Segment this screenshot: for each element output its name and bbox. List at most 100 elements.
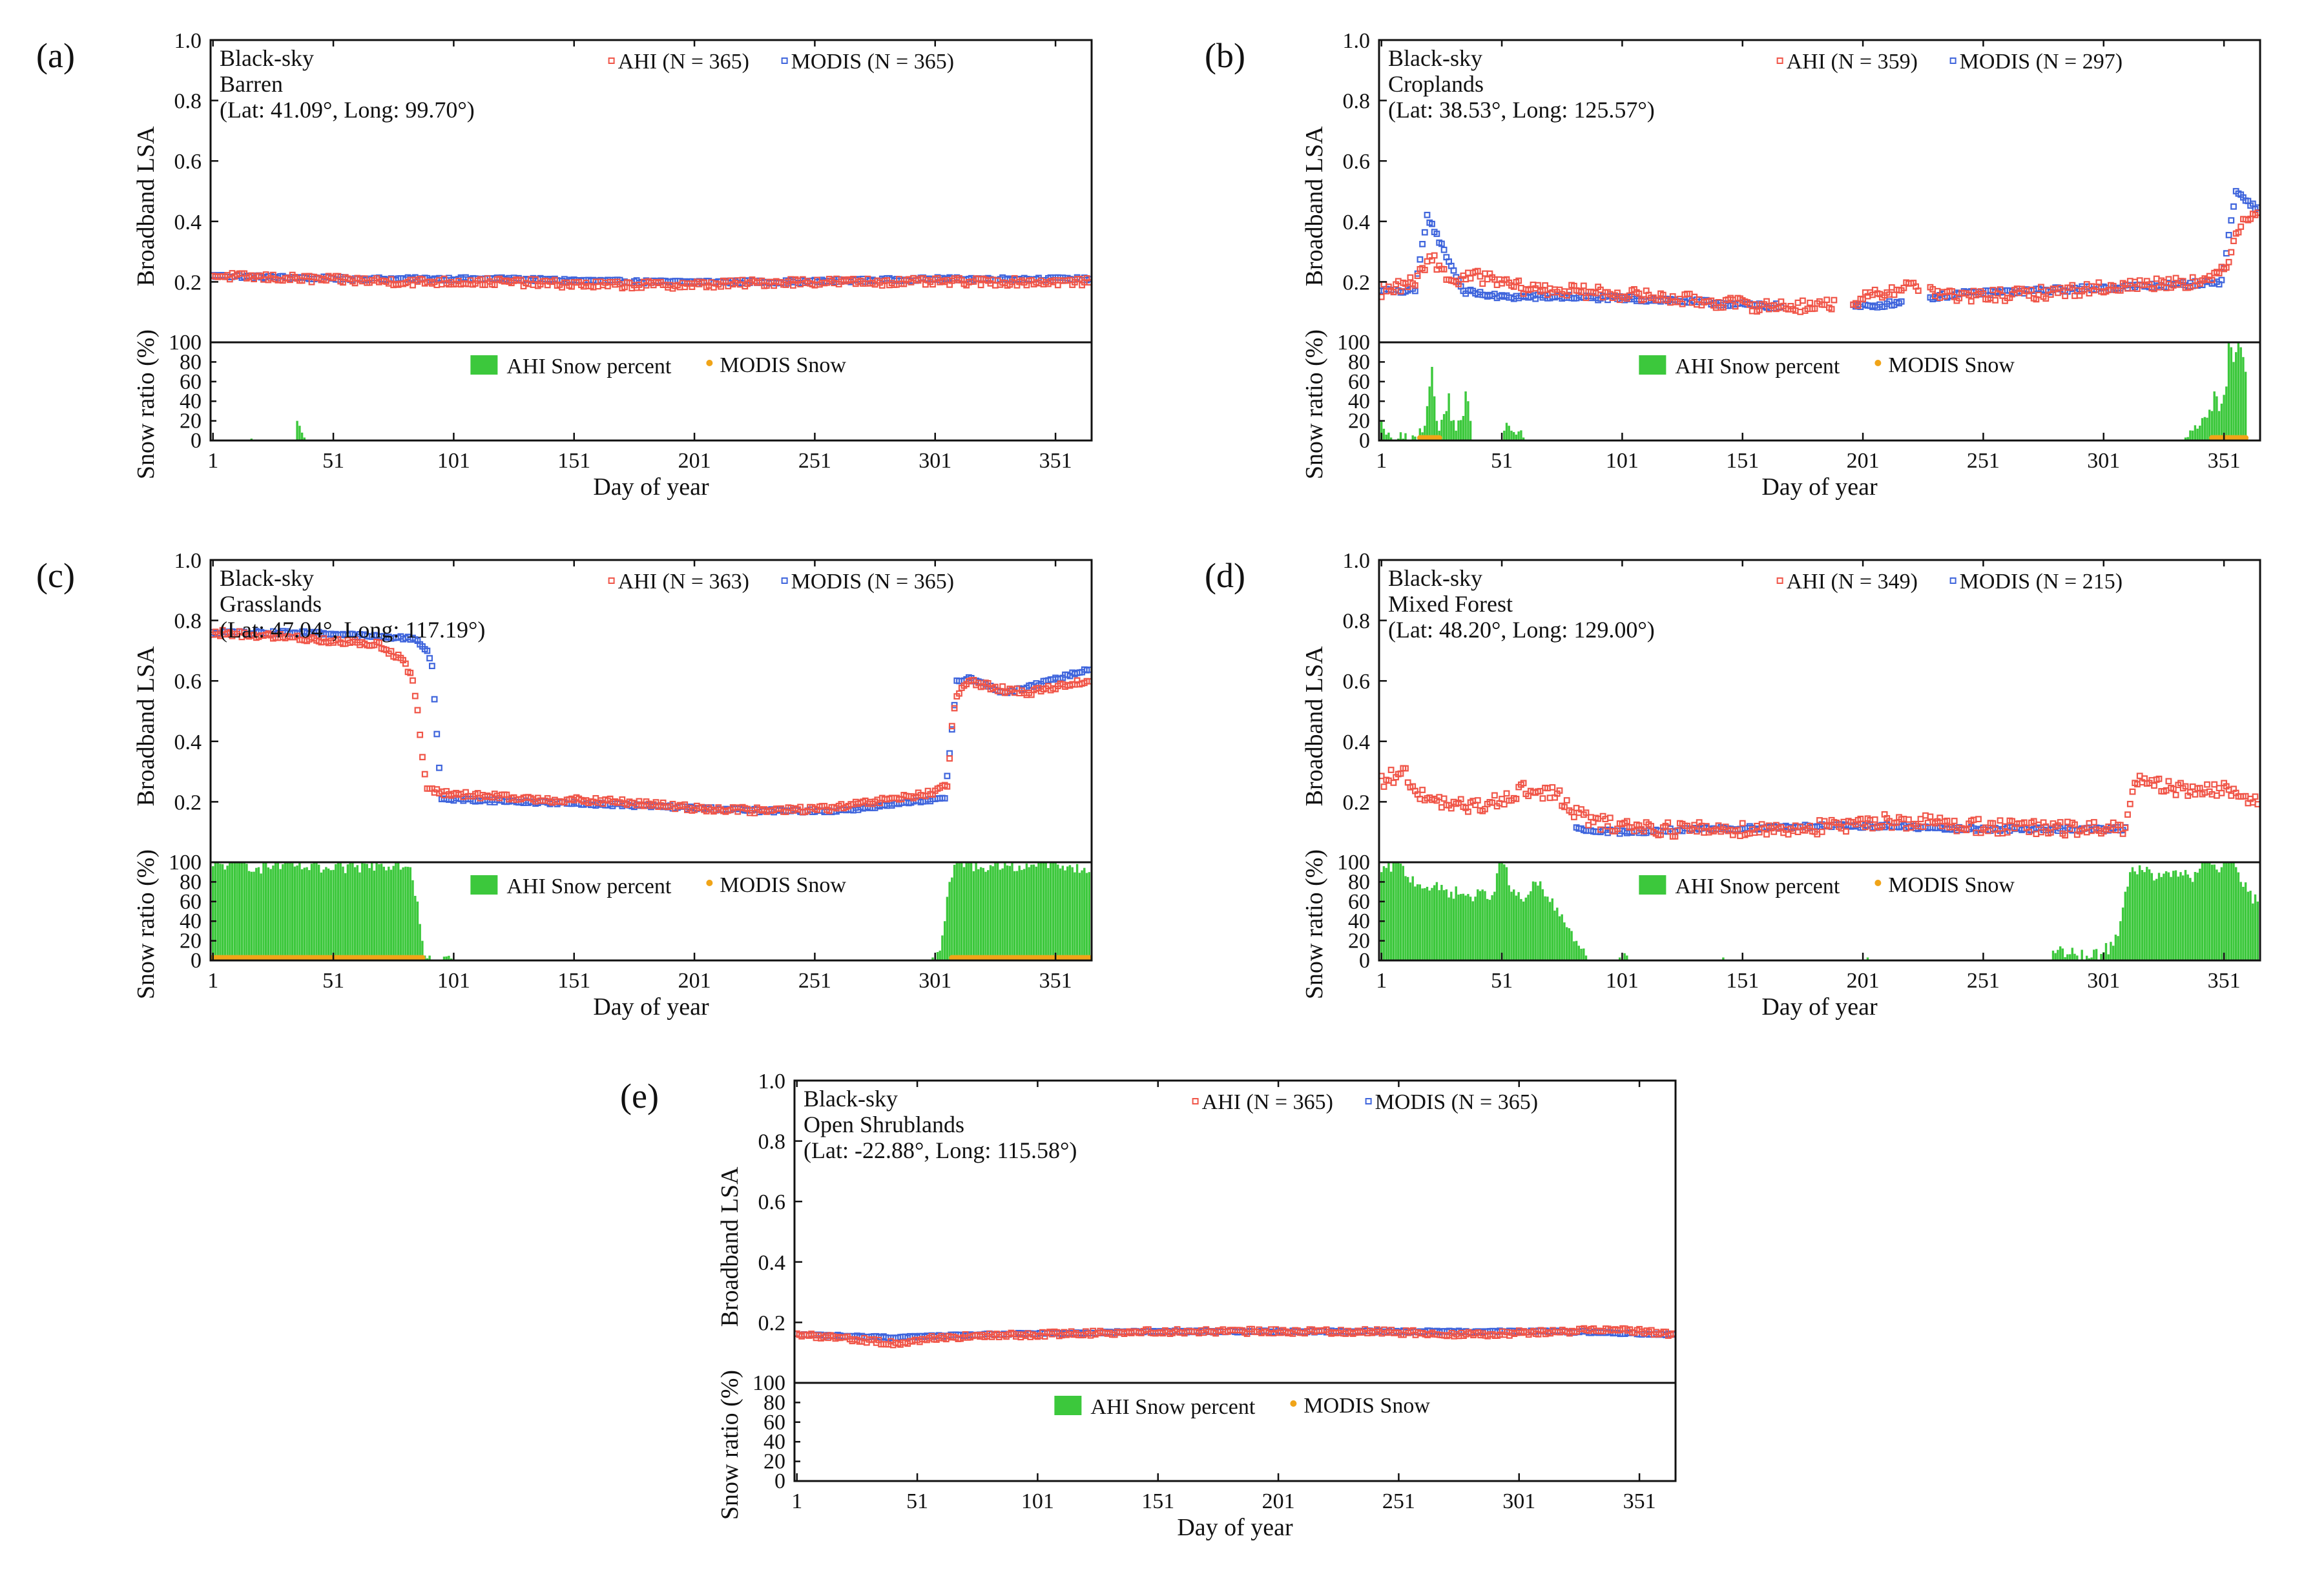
modis-lsa-point [1424, 211, 1431, 218]
x-tick-label: 201 [1262, 1489, 1295, 1513]
snow-bar [322, 869, 325, 960]
snow-bar [2150, 873, 2153, 960]
ahi-lsa-point [2172, 791, 2179, 798]
snow-bar [2208, 409, 2211, 440]
ahi-lsa-point [1414, 273, 1421, 279]
snow-bar [2189, 430, 2192, 440]
snow-bar [388, 866, 390, 960]
legend-ahi-marker [608, 57, 615, 64]
sky-type: Black-sky [220, 45, 314, 71]
snow-bar [2210, 411, 2214, 440]
ahi-lsa-point [2126, 800, 2133, 807]
snow-bar [293, 866, 296, 960]
legend-ahi-label: AHI (N = 365) [618, 50, 749, 74]
x-tick-label: 351 [1039, 969, 1072, 993]
snow-bar [1452, 898, 1455, 960]
lsa-tick-label: 1.0 [1343, 29, 1371, 53]
location: (Lat: 41.09°, Long: 99.70°) [220, 97, 475, 123]
snow-bar [2199, 868, 2201, 960]
snow-bar [2174, 870, 2177, 960]
snow-bar [948, 882, 951, 960]
snow-bar [1573, 941, 1575, 960]
snow-bar [2121, 907, 2124, 960]
snow-bar [1083, 867, 1086, 960]
snow-bar [1416, 884, 1419, 960]
snow-bar [411, 880, 414, 960]
snow-bar [1042, 862, 1045, 960]
snow-bar [315, 862, 318, 960]
snow-bar [2206, 862, 2208, 960]
snow-bar [1049, 862, 1052, 960]
ahi-lsa-point [739, 276, 746, 284]
snow-bar [2223, 395, 2225, 440]
snow-bar [2143, 872, 2146, 960]
legend-modis-snow-label: MODIS Snow [1303, 1394, 1430, 1418]
snow-bar [250, 871, 253, 960]
snow-bar [255, 867, 258, 960]
snow-bar [939, 950, 941, 960]
snow-bar [951, 877, 953, 960]
modis-lsa-point [1429, 220, 1435, 227]
legend-modis-snow-label: MODIS Snow [720, 353, 846, 377]
snow-bar [2177, 876, 2179, 960]
snow-tick-label: 0 [191, 429, 202, 453]
snow-bar [1527, 895, 1530, 960]
snow-bar [1411, 876, 1414, 960]
modis-lsa-point [426, 655, 433, 661]
ahi-lsa-point [1390, 289, 1397, 295]
snow-bar [2203, 862, 2206, 960]
snow-axis-title: Snow ratio (%) [1301, 849, 1328, 999]
snow-bar [1505, 867, 1508, 960]
modis-lsa-point [2230, 203, 2237, 210]
lsa-tick-label: 1.0 [174, 549, 202, 573]
legend-snow-label: AHI Snow percent [1675, 875, 1840, 898]
snow-bar [982, 867, 984, 960]
snow-bar [1505, 422, 1508, 440]
snow-bar [300, 432, 304, 440]
ahi-lsa-point [1967, 298, 1975, 305]
modis-lsa-point [433, 731, 441, 738]
snow-bar [1061, 865, 1064, 960]
snow-bar [1493, 891, 1496, 960]
snow-bar [303, 867, 306, 960]
ahi-lsa-point [1421, 267, 1428, 273]
snow-bar [265, 862, 267, 960]
sky-type: Black-sky [804, 1086, 898, 1112]
lsa-tick-label: 0.6 [1343, 150, 1371, 174]
snow-bar [406, 867, 410, 960]
snow-bar [1044, 862, 1047, 960]
ahi-lsa-point [1580, 282, 1587, 289]
lsa-tick-label: 1.0 [1343, 549, 1371, 573]
snow-bar [395, 862, 397, 960]
snow-bar [2237, 342, 2240, 440]
legend-ahi-marker [1776, 57, 1783, 64]
lsa-tick-label: 0.2 [174, 791, 202, 814]
ahi-lsa-point [1397, 288, 1404, 295]
snow-bar [2054, 953, 2057, 960]
snow-axis-title: Snow ratio (%) [132, 849, 160, 999]
ahi-lsa-point [1720, 304, 1727, 311]
snow-bar [1469, 896, 1472, 960]
x-axis-title: Day of year [593, 993, 709, 1021]
snow-bar [1448, 393, 1450, 440]
x-tick-label: 1 [1376, 969, 1387, 993]
legend-ahi-marker [608, 577, 615, 584]
snow-bar [2191, 430, 2194, 440]
snow-bar [2112, 946, 2115, 960]
snow-bar [987, 870, 990, 960]
snow-bar [1464, 895, 1467, 960]
ahi-lsa-point [1831, 296, 1838, 304]
snow-bar [349, 862, 351, 960]
snow-bar [361, 863, 364, 960]
x-tick-label: 51 [1491, 969, 1513, 993]
snow-bar [240, 862, 244, 960]
ahi-lsa-point [948, 723, 955, 730]
snow-bar [1035, 866, 1037, 960]
ahi-lsa-point [1440, 266, 1448, 273]
snow-bar [260, 873, 262, 960]
legend-snow-label: AHI Snow percent [506, 875, 671, 898]
ahi-lsa-point [1479, 280, 1486, 287]
snow-bar [2225, 862, 2228, 960]
